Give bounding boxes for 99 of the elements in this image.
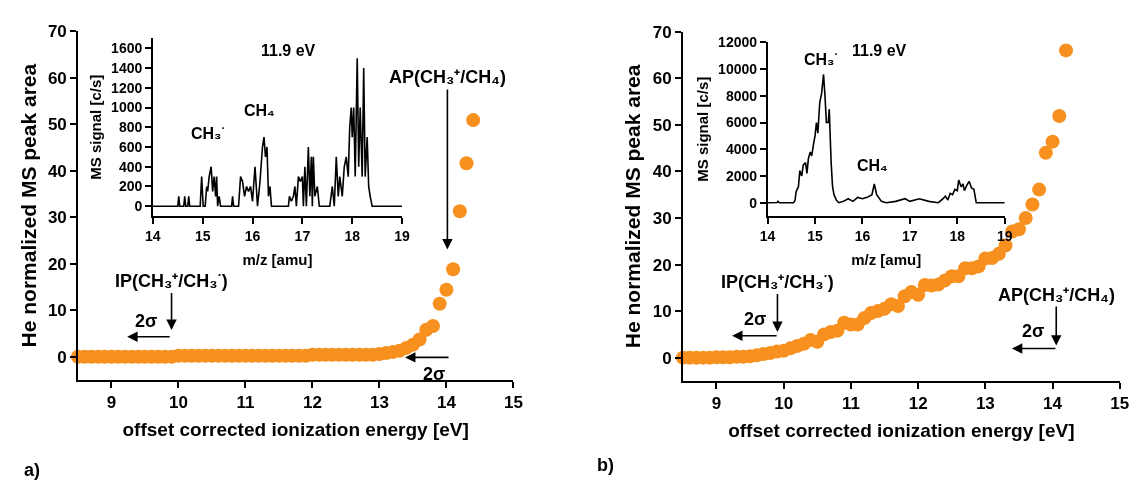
y-tick-label: 0 [134, 198, 143, 215]
y-axis-title: He normalized MS peak area [16, 63, 40, 348]
y-tick-label: 40 [652, 162, 672, 182]
x-axis-title: offset corrected ionization energy [eV] [728, 420, 1075, 442]
point [459, 156, 474, 171]
y-tick-label: 1200 [111, 79, 143, 96]
annotation: AP(CH₃⁺/CH₄) [998, 285, 1115, 305]
point [1018, 211, 1033, 225]
x-tick-label: 11 [236, 393, 255, 413]
x-tick-label: 12 [908, 394, 928, 414]
y-axis-title: He normalized MS peak area [621, 64, 645, 349]
annotation: 2σ [744, 309, 767, 329]
x-tick-label: 11 [841, 394, 860, 414]
point [1032, 182, 1047, 197]
y-tick-label: 40 [47, 161, 67, 181]
point [1025, 197, 1040, 212]
x-tick-label: 16 [854, 227, 871, 244]
y-tick-label: 0 [57, 347, 67, 367]
y-tick-label: 20 [652, 255, 672, 275]
y-tick-label: 400 [118, 158, 143, 175]
y-tick-label: 12000 [718, 34, 758, 51]
x-tick-label: 16 [244, 227, 261, 244]
x-tick-label: 14 [1043, 394, 1063, 414]
x-tick-label: 18 [949, 227, 966, 244]
annotation: 11.9 eV [852, 42, 907, 59]
y-tick-label: 1000 [111, 99, 143, 116]
x-tick-label: 15 [1110, 394, 1130, 414]
point [412, 332, 427, 347]
point [1045, 134, 1060, 149]
y-tick-label: 10000 [718, 60, 758, 77]
point [439, 282, 454, 297]
y-tick-label: 60 [652, 69, 672, 89]
point [426, 319, 441, 334]
annotation: 2σ [1022, 321, 1045, 341]
x-axis-title: m/z [amu] [851, 251, 922, 269]
x-tick-label: 15 [194, 227, 211, 244]
annotation: 2σ [423, 364, 446, 384]
y-tick-label: 6000 [725, 114, 758, 131]
x-tick-label: 19 [394, 227, 411, 244]
x-tick-label: 14 [759, 227, 776, 244]
x-tick-label: 17 [294, 227, 311, 244]
annotation: CH₃$^{·}$ [191, 122, 226, 142]
x-tick-label: 15 [807, 227, 824, 244]
y-tick-label: 600 [118, 138, 143, 155]
point [446, 262, 461, 277]
point [1011, 222, 1026, 237]
annotation: IP(CH₃⁺/CH₃$^{·}$) [721, 269, 834, 292]
point [1052, 109, 1067, 124]
x-tick-label: 13 [369, 393, 389, 413]
x-tick-label: 15 [503, 393, 523, 413]
x-tick-label: 14 [145, 227, 161, 244]
y-axis-title: MS signal [c/s] [86, 74, 104, 180]
point [911, 287, 926, 302]
x-axis-title: m/z [amu] [242, 251, 313, 269]
x-tick-label: 18 [344, 227, 361, 244]
y-tick-label: 10 [47, 301, 67, 321]
y-tick-label: 200 [118, 178, 143, 195]
y-tick-label: 2000 [725, 167, 758, 184]
point [890, 299, 905, 313]
annotation: 2σ [135, 311, 158, 331]
x-tick-label: 12 [302, 393, 322, 413]
x-axis-title: offset corrected ionization energy [eV] [122, 419, 469, 441]
point [452, 204, 467, 219]
annotation: CH₄ [244, 102, 275, 119]
y-tick-label: 0 [749, 194, 758, 211]
y-axis-title: MS signal [c/s] [693, 76, 711, 182]
point [1059, 43, 1074, 58]
y-tick-label: 30 [652, 208, 672, 228]
y-tick-label: 8000 [725, 87, 758, 104]
y-tick-label: 60 [47, 68, 67, 88]
x-tick-label: 9 [711, 394, 722, 414]
annotation: CH₄ [857, 157, 888, 174]
point [1038, 145, 1053, 160]
y-tick-label: 50 [47, 115, 67, 135]
y-tick-label: 4000 [725, 141, 758, 158]
point [466, 113, 481, 128]
text: a) [24, 460, 41, 480]
annotation: 11.9 eV [261, 42, 316, 59]
y-tick-label: 0 [662, 348, 672, 368]
x-tick-label: 17 [902, 227, 918, 244]
y-tick-label: 1600 [111, 40, 143, 57]
x-tick-label: 10 [774, 394, 794, 414]
x-tick-label: 13 [975, 394, 995, 414]
text: b) [597, 455, 614, 475]
annotation: CH₃$^{·}$ [804, 48, 839, 68]
y-tick-label: 70 [47, 22, 67, 42]
y-tick-label: 1400 [111, 59, 143, 76]
x-tick-label: 10 [168, 393, 188, 413]
y-tick-label: 20 [47, 254, 67, 274]
point [432, 296, 447, 311]
y-tick-label: 800 [118, 119, 143, 136]
y-tick-label: 70 [652, 22, 672, 42]
x-tick-label: 14 [436, 393, 457, 413]
y-tick-label: 50 [652, 115, 672, 135]
x-tick-label: 9 [106, 393, 117, 413]
annotation: IP(CH₃⁺/CH₃$^{·}$) [115, 268, 228, 291]
y-tick-label: 10 [652, 302, 672, 322]
y-tick-label: 30 [47, 208, 67, 228]
annotation: AP(CH₃⁺/CH₄) [389, 67, 506, 87]
